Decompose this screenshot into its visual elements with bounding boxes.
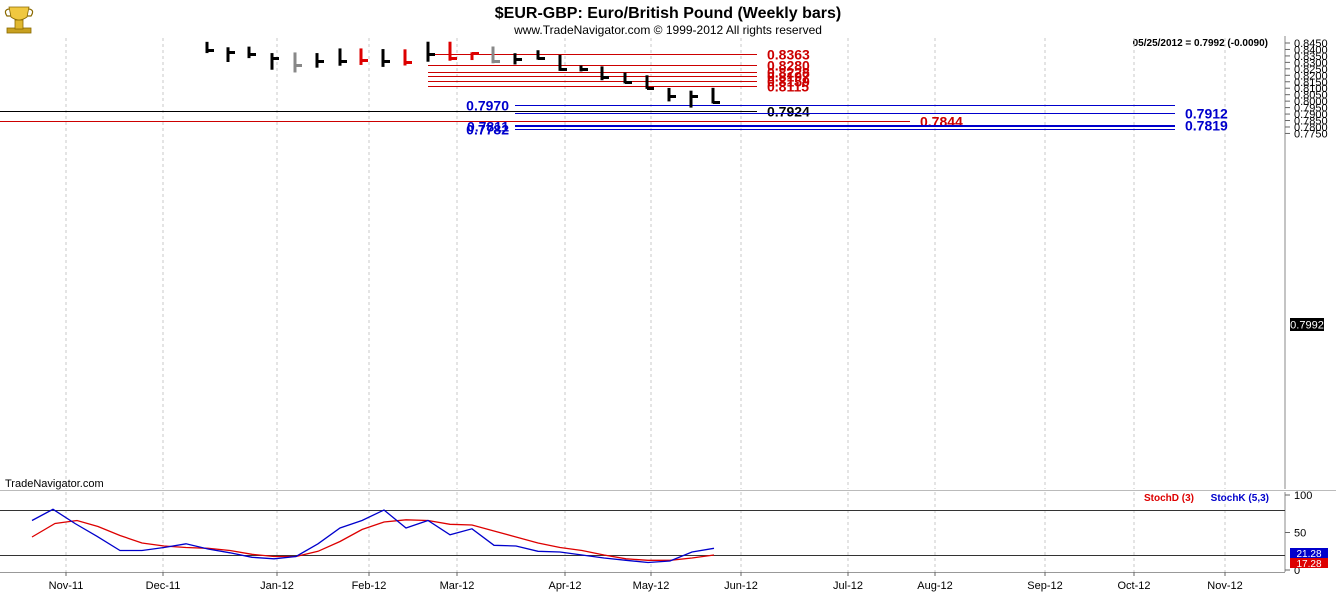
y-tick-label: 0.8050	[1294, 90, 1328, 102]
level-label: 0.8159	[767, 74, 810, 90]
last-price-label: 0.7992	[1290, 320, 1324, 332]
stoch-y-tick-label: 0	[1294, 565, 1300, 577]
brand-watermark: TradeNavigator.com	[5, 478, 104, 490]
y-tick-label: 0.8000	[1294, 96, 1328, 108]
y-tick-label: 0.7950	[1294, 103, 1328, 115]
x-tick-label: Nov-11	[49, 580, 84, 592]
stochk-last-marker	[1290, 548, 1328, 558]
level-label: 0.7924	[767, 104, 810, 120]
stochd-line	[31, 519, 715, 561]
stochd-last-label: 17.28	[1296, 559, 1321, 570]
date-axis: Nov-11 Dec-11 Jan-12 Feb-12 Mar-12 Apr-12 May-…	[49, 572, 1243, 592]
last-price-info: 05/25/2012 = 0.7992 (-0.0090)	[1133, 38, 1268, 49]
level-label: 0.8280	[767, 58, 810, 74]
level-label: 0.7970	[466, 98, 509, 114]
stochk-line	[31, 508, 715, 564]
y-tick-label: 0.8250	[1294, 64, 1328, 76]
level-label: 0.7844	[920, 114, 963, 130]
x-tick-label: Oct-12	[1117, 580, 1150, 592]
stoch-y-tick-label: 50	[1294, 528, 1306, 540]
x-tick-label: Jan-12	[260, 580, 294, 592]
stochk-last-label: 21.28	[1296, 549, 1321, 560]
chart-title: $EUR-GBP: Euro/British Pound (Weekly bar…	[495, 5, 841, 22]
stochd-last-marker	[1290, 558, 1328, 568]
x-tick-label: Jun-12	[724, 580, 758, 592]
copyright-subtitle: www.TradeNavigator.com © 1999-2012 All r…	[513, 23, 822, 37]
price-axis: 0.84500.84000.83500.83000.82500.82000.81…	[1285, 38, 1328, 140]
y-tick-label: 0.8300	[1294, 57, 1328, 69]
y-tick-label: 0.8400	[1294, 44, 1328, 56]
trophy-icon	[4, 6, 34, 34]
level-label: 0.7912	[1185, 106, 1228, 122]
stoch-gridlines	[65, 492, 1226, 572]
y-tick-label: 0.7800	[1294, 122, 1328, 134]
y-tick-label: 0.7900	[1294, 109, 1328, 121]
level-label: 0.7819	[1185, 118, 1228, 134]
level-label: 0.8197	[767, 69, 810, 85]
y-tick-label: 0.8100	[1294, 83, 1328, 95]
level-label: 0.8363	[767, 47, 810, 63]
x-tick-label: Jul-12	[833, 580, 863, 592]
level-label: 0.7782	[466, 122, 509, 138]
x-tick-label: May-12	[633, 580, 670, 592]
stochastic-panel	[0, 508, 1285, 564]
level-label: 0.7811	[467, 119, 509, 135]
legend-stochk: StochK (5,3)	[1211, 493, 1269, 504]
legend-stochd: StochD (3)	[1144, 493, 1194, 504]
x-tick-label: Aug-12	[917, 580, 952, 592]
price-bars	[205, 41, 720, 108]
y-tick-label: 0.7750	[1294, 128, 1328, 140]
y-tick-label: 0.8200	[1294, 70, 1328, 82]
x-tick-label: Feb-12	[352, 580, 387, 592]
y-tick-label: 0.7850	[1294, 116, 1328, 128]
x-tick-label: Mar-12	[440, 580, 475, 592]
stoch-axis: 100 50 0	[1285, 490, 1312, 577]
level-label: 0.8115	[767, 79, 809, 95]
y-tick-label: 0.8350	[1294, 51, 1328, 63]
x-tick-label: Apr-12	[548, 580, 581, 592]
x-tick-label: Dec-11	[146, 580, 181, 592]
x-tick-label: Nov-12	[1207, 580, 1242, 592]
stoch-y-tick-label: 100	[1294, 490, 1312, 502]
y-tick-label: 0.8150	[1294, 77, 1328, 89]
level-label: 0.8228	[767, 65, 810, 81]
x-tick-label: Sep-12	[1027, 580, 1062, 592]
last-price-marker	[1290, 318, 1324, 331]
y-tick-label: 0.8450	[1294, 38, 1328, 50]
